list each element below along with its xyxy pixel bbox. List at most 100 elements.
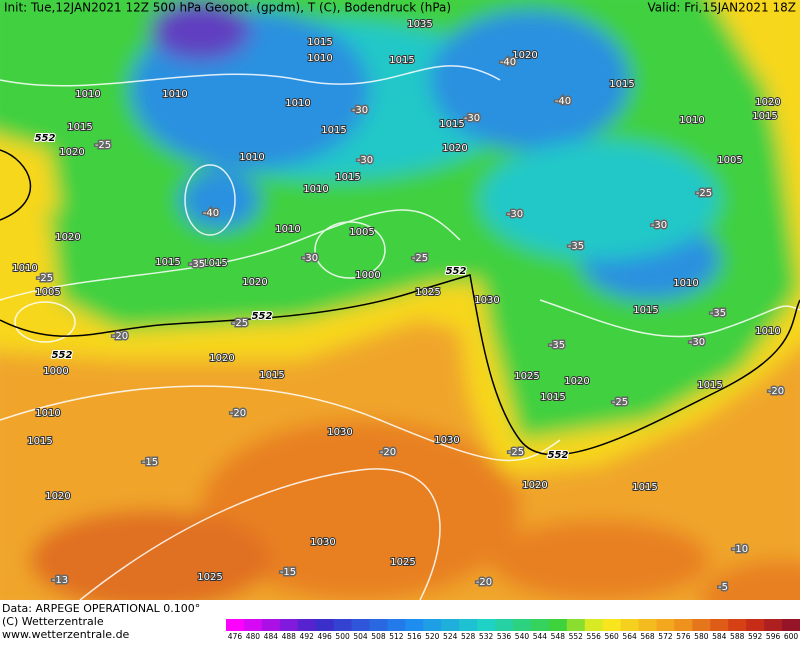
- pressure-label: 1020: [755, 97, 780, 108]
- pressure-label: 1010: [75, 89, 100, 100]
- pressure-label: 1020: [564, 376, 589, 387]
- pressure-label: 1015: [321, 125, 346, 136]
- pressure-label: 1020: [442, 143, 467, 154]
- temperature-label: -40: [203, 208, 219, 219]
- pressure-label: 1010: [275, 224, 300, 235]
- isobars: [0, 65, 800, 600]
- colorbar-cell: [477, 619, 496, 631]
- colorbar-label: 584: [712, 632, 727, 641]
- colorbar-cell: [243, 619, 263, 631]
- temperature-label: -35: [189, 259, 205, 270]
- colorbar-label: 548: [551, 632, 566, 641]
- colorbar-cell: [656, 619, 675, 631]
- temperature-label: -40: [500, 57, 516, 68]
- pressure-label: 1010: [303, 184, 328, 195]
- temperature-label: -30: [507, 209, 523, 220]
- pressure-label: 1015: [633, 305, 658, 316]
- colorbar-cell: [387, 619, 406, 631]
- temperature-label: -30: [352, 105, 368, 116]
- contour-label: 552: [52, 350, 73, 361]
- colorbar-cell: [441, 619, 460, 631]
- temperature-label: -30: [464, 113, 480, 124]
- pressure-label: 1010: [307, 53, 332, 64]
- colorbar-cell: [261, 619, 281, 631]
- pressure-label: 1030: [474, 295, 499, 306]
- temperature-label: -5: [718, 582, 728, 593]
- colorbar-cell: [710, 619, 729, 631]
- pressure-label: 1025: [197, 572, 222, 583]
- pressure-label: 1020: [55, 232, 80, 243]
- header-valid: Valid: Fri,15JAN2021 18Z: [647, 1, 796, 15]
- temperature-label: -25: [412, 253, 428, 264]
- colorbar-cell: [746, 619, 765, 631]
- colorbar-cell: [764, 619, 783, 631]
- pressure-label: 1005: [35, 287, 60, 298]
- colorbar-cell: [226, 619, 245, 631]
- colorbar-label: 592: [748, 632, 763, 641]
- pressure-label: 1020: [209, 353, 234, 364]
- temperature-label: -25: [37, 273, 53, 284]
- colorbar-cell: [602, 619, 622, 631]
- pressure-label: 1015: [632, 482, 657, 493]
- contour-label: 552: [548, 450, 569, 461]
- colorbar-label: 596: [766, 632, 781, 641]
- pressure-label: 1015: [540, 392, 565, 403]
- temperature-label: -30: [302, 253, 318, 264]
- temperature-label: -25: [696, 188, 712, 199]
- temperature-label: -20: [380, 447, 396, 458]
- colorbar-label: 564: [622, 632, 637, 641]
- map-labels: 1035 1015 1010 1015 1020 1015 1010 1010 1010 1015…: [11, 18, 785, 595]
- temperature-label: -30: [357, 155, 373, 166]
- pressure-label: 1030: [434, 435, 459, 446]
- colorbar-cell: [692, 619, 711, 631]
- pressure-label: 1015: [389, 55, 414, 66]
- temperature-label: -40: [555, 96, 571, 107]
- pressure-label: 1025: [514, 371, 539, 382]
- colorbar-label: 488: [282, 632, 297, 641]
- colorbar-label: 536: [497, 632, 512, 641]
- colorbar-label: 508: [371, 632, 386, 641]
- pressure-label: 1010: [35, 408, 60, 419]
- pressure-label: 1020: [522, 480, 547, 491]
- colorbar-cell: [728, 619, 747, 631]
- colorbar-label: 504: [353, 632, 368, 641]
- contour-label: 552: [446, 266, 467, 277]
- pressure-label: 1010: [755, 326, 780, 337]
- colorbar-label: 520: [425, 632, 440, 641]
- contour-552: [0, 149, 800, 456]
- colorbar: 476 480 484 488 492 496 500 504 508 512 516 520 524 5…: [226, 619, 800, 641]
- pressure-label: 1010: [12, 263, 37, 274]
- colorbar-cell: [495, 619, 514, 631]
- pressure-label: 1015: [697, 380, 722, 391]
- pressure-label: 1015: [27, 436, 52, 447]
- colorbar-label: 496: [317, 632, 332, 641]
- colorbar-label: 492: [300, 632, 315, 641]
- colorbar-label: 572: [658, 632, 673, 641]
- pressure-label: 1000: [355, 270, 380, 281]
- pressure-label: 1015: [202, 258, 227, 269]
- temperature-label: -20: [112, 331, 128, 342]
- colorbar-label: 560: [604, 632, 619, 641]
- pressure-label: 1010: [673, 278, 698, 289]
- colorbar-cell: [620, 619, 640, 631]
- pressure-label: 1015: [439, 119, 464, 130]
- temperature-label: -25: [95, 140, 111, 151]
- contour-label: 552: [35, 133, 56, 144]
- pressure-label: 1010: [679, 115, 704, 126]
- temperature-label: -35: [710, 308, 726, 319]
- colorbar-label: 556: [587, 632, 602, 641]
- colorbar-cell: [530, 619, 550, 631]
- colorbar-cell: [423, 619, 442, 631]
- colorbar-label: 476: [228, 632, 243, 641]
- pressure-label: 1015: [609, 79, 634, 90]
- temperature-label: -30: [689, 337, 705, 348]
- colorbar-cell: [315, 619, 335, 631]
- header-init: Init: Tue,12JAN2021 12Z 500 hPa Geopot. …: [4, 1, 451, 15]
- pressure-label: 1020: [512, 50, 537, 61]
- pressure-label: 1015: [67, 122, 92, 133]
- temperature-label: -15: [280, 567, 296, 578]
- colorbar-cell: [513, 619, 532, 631]
- colorbar-cell: [638, 619, 657, 631]
